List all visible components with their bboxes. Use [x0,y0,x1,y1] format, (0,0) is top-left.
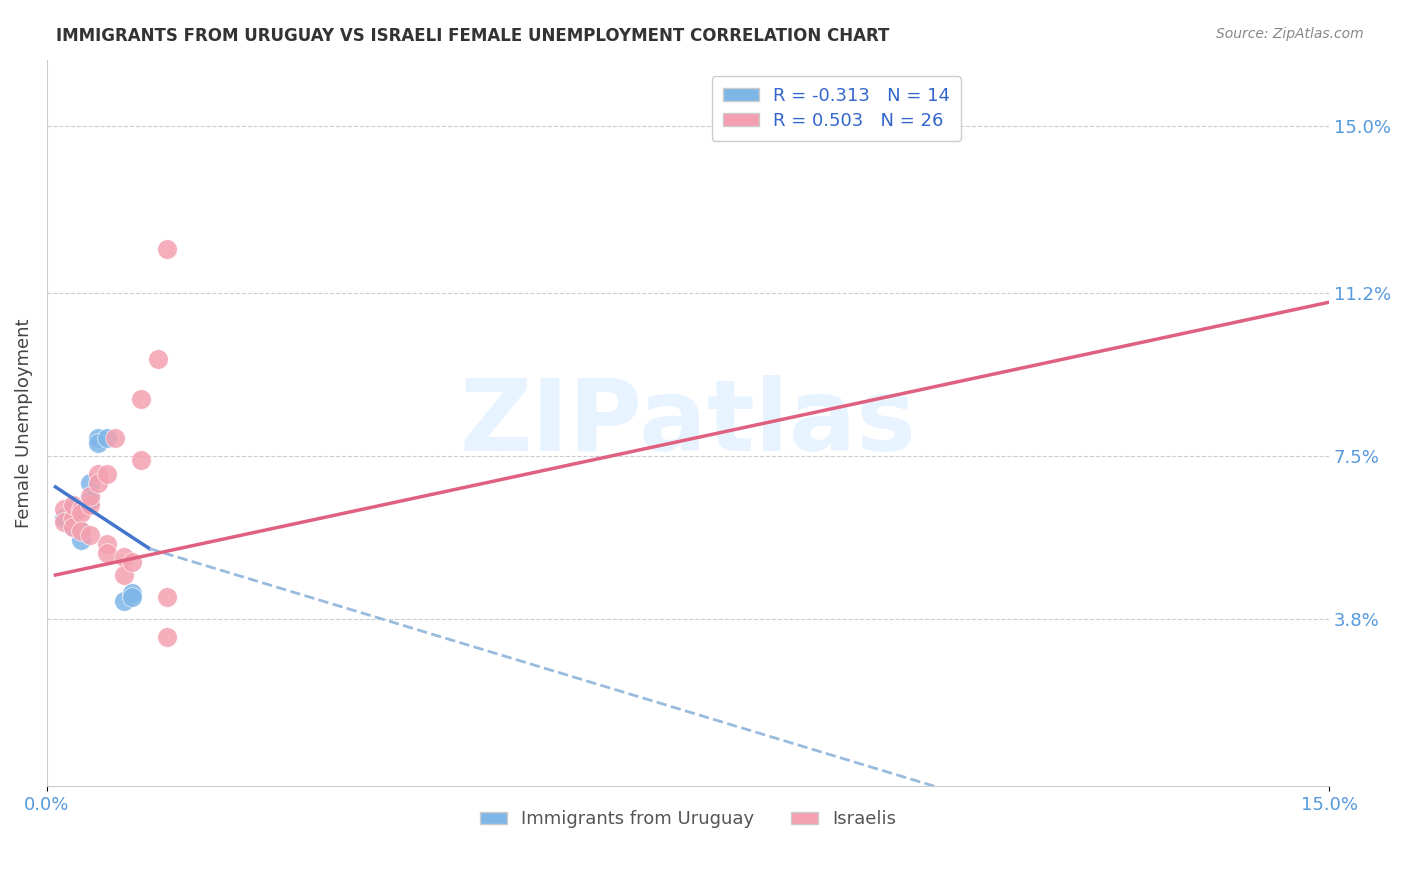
Point [112,568,135,582]
Point [96,432,118,446]
Point [87,475,110,490]
Point [79,528,101,542]
Point [79,489,101,503]
Y-axis label: Female Unemployment: Female Unemployment [15,318,32,528]
Point [112,550,135,565]
Point [155,630,177,644]
Point [121,590,143,604]
Point [87,467,110,481]
Point [96,467,118,481]
Text: IMMIGRANTS FROM URUGUAY VS ISRAELI FEMALE UNEMPLOYMENT CORRELATION CHART: IMMIGRANTS FROM URUGUAY VS ISRAELI FEMAL… [56,27,890,45]
Point [53,502,76,516]
Point [62,515,84,529]
Point [70,524,93,538]
Point [146,352,169,367]
Point [79,475,101,490]
Point [62,519,84,533]
Point [129,453,152,467]
Point [121,555,143,569]
Point [155,590,177,604]
Point [129,392,152,406]
Point [96,537,118,551]
Point [53,515,76,529]
Point [53,510,76,524]
Point [87,432,110,446]
Point [79,493,101,508]
Point [112,594,135,608]
Point [62,502,84,516]
Legend: Immigrants from Uruguay, Israelis: Immigrants from Uruguay, Israelis [472,803,903,836]
Point [70,507,93,521]
Point [87,435,110,450]
Point [155,242,177,256]
Point [79,498,101,512]
Point [70,524,93,538]
Point [62,510,84,524]
Text: ZIPatlas: ZIPatlas [460,375,917,472]
Point [70,533,93,547]
Point [96,546,118,560]
Text: Source: ZipAtlas.com: Source: ZipAtlas.com [1216,27,1364,41]
Point [121,585,143,599]
Point [62,519,84,533]
Point [62,498,84,512]
Point [104,432,127,446]
Point [70,502,93,516]
